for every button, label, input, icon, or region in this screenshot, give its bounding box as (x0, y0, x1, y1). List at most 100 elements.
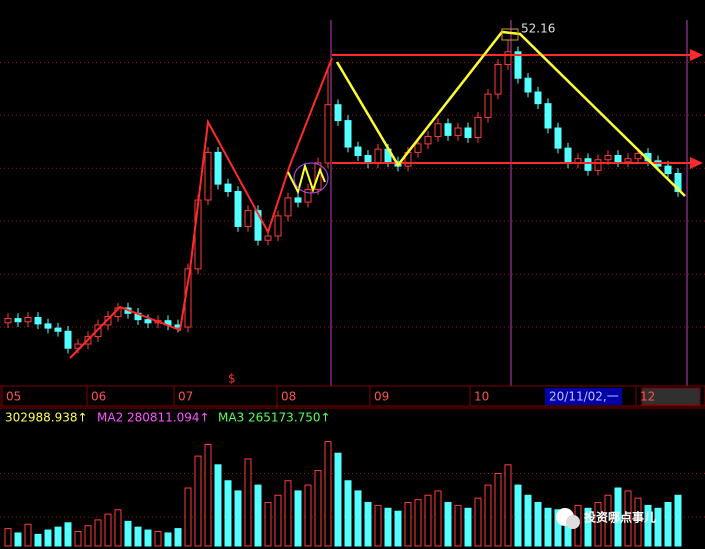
wechat-icon (566, 515, 580, 529)
candle-body (434, 123, 442, 137)
x-tick-label: 05 (6, 390, 21, 404)
volume-bar (24, 523, 32, 547)
candle-body (264, 235, 272, 241)
volume-bar (414, 499, 422, 547)
candle-body (254, 210, 262, 241)
volume-bar (374, 504, 382, 547)
volume-bar (304, 484, 312, 547)
date-box (545, 388, 622, 405)
volume-bar (94, 519, 102, 547)
volume-bar (444, 502, 452, 547)
cursor-date: 20/11/02,一 (549, 390, 619, 404)
candles: 52.16 (4, 22, 682, 354)
volume-bar (194, 455, 202, 547)
candle-body (484, 93, 492, 118)
volume-bar (424, 494, 432, 547)
arrow-head (690, 157, 703, 169)
high-label: 52.16 (521, 22, 555, 36)
volume-bar (54, 526, 62, 547)
volume-bar (274, 494, 282, 547)
volume-bar (264, 502, 272, 547)
volume-bar (404, 502, 412, 547)
candle-body (594, 159, 602, 171)
volume-bar (364, 502, 372, 547)
candle-body (374, 148, 382, 164)
x-axis: 20/11/02,一 $ 05 06 07 08 09 10 12 (0, 372, 705, 407)
candle-body (144, 319, 152, 324)
volume-bar (614, 487, 622, 547)
candle-body (664, 165, 672, 175)
candle-body (674, 173, 682, 193)
volume-bar (134, 526, 142, 547)
candle-body (354, 146, 362, 157)
volume-bar (484, 484, 492, 547)
volume-bar (114, 509, 122, 547)
volume-bar (314, 470, 322, 547)
volume-bar (254, 484, 262, 547)
volume-bar (514, 484, 522, 547)
volume-bar (224, 480, 232, 547)
volume-bar (354, 490, 362, 547)
candle-body (554, 127, 562, 149)
volume-bar (174, 528, 182, 547)
volume-bar (4, 528, 12, 547)
candle-body (464, 127, 472, 139)
x-tick-label: 06 (91, 390, 106, 404)
ma-label: MA2 280811.094↑ (97, 411, 210, 425)
arrow-head (690, 49, 703, 61)
volume-bar (654, 507, 662, 547)
candle-body (234, 191, 242, 227)
volume-bar (144, 529, 152, 547)
candle-body (624, 158, 632, 163)
candle-body (584, 158, 592, 171)
candle-body (564, 147, 572, 164)
candle-body (44, 323, 52, 329)
candle-body (24, 317, 32, 323)
candle-body (334, 104, 342, 122)
volume-bar (214, 464, 222, 547)
candle-body (474, 116, 482, 139)
candle-body (424, 135, 432, 145)
candle-body (324, 104, 332, 164)
candle-body (454, 127, 462, 136)
volume-bar (644, 504, 652, 547)
candle-body (414, 143, 422, 153)
x-tick-label: 09 (374, 390, 389, 404)
volume-bar (334, 452, 342, 547)
volume-bar (384, 507, 392, 547)
candle-body (494, 63, 502, 95)
volume-bar (674, 494, 682, 547)
month-box (641, 387, 701, 406)
volume-bar (74, 531, 82, 547)
volume-bar (504, 464, 512, 547)
volume-bar (554, 509, 562, 547)
candle-body (274, 215, 282, 237)
candle-body (614, 155, 622, 163)
volume-bar (454, 504, 462, 547)
candle-body (214, 151, 222, 185)
volume-bar (294, 490, 302, 547)
high-box (501, 28, 519, 41)
candle-body (604, 155, 612, 161)
volume-bar (44, 529, 52, 547)
zigzag-line (287, 162, 326, 195)
x-tick-label: 12 (640, 390, 655, 404)
candle-body (34, 317, 42, 325)
candle-body (364, 155, 372, 164)
volume-bar (324, 441, 332, 547)
volume (4, 441, 682, 547)
candle-body (104, 315, 112, 326)
candle-body (444, 123, 452, 136)
candle-body (514, 51, 522, 79)
ma-label: 302988.938↑ (5, 411, 88, 425)
volume-bar (154, 531, 162, 547)
candle-body (64, 330, 72, 349)
candle-body (544, 103, 552, 129)
grid (0, 61, 705, 518)
x-tick-label: 08 (281, 390, 296, 404)
candle-body (244, 210, 252, 227)
volume-bar (524, 494, 532, 547)
volume-bar (284, 480, 292, 547)
marker: $ (228, 372, 236, 386)
